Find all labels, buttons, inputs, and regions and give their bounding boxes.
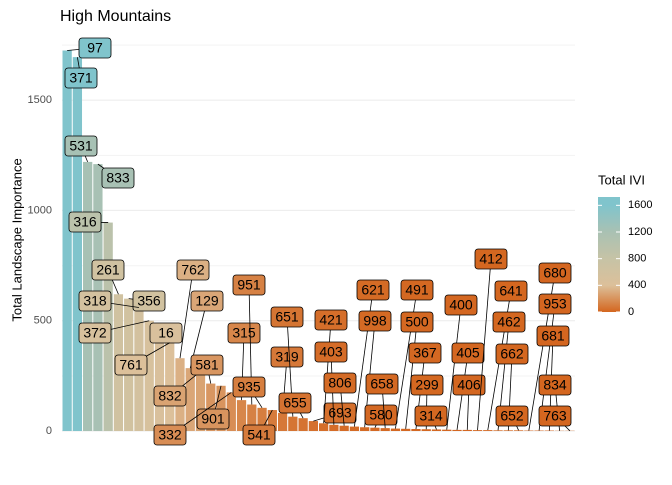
chart-title: High Mountains (60, 8, 171, 25)
bar-label: 806 (328, 375, 352, 391)
bar (391, 429, 400, 431)
bar (381, 428, 390, 431)
bar (422, 429, 431, 431)
bar (63, 51, 72, 431)
bar-label: 834 (543, 377, 567, 393)
bar (411, 429, 420, 431)
bar-label: 901 (201, 411, 225, 427)
bar-label: 261 (96, 262, 120, 278)
bar-label: 762 (181, 262, 205, 278)
leader-line (180, 270, 193, 358)
bar-label: 319 (275, 349, 299, 365)
bar-label: 462 (497, 314, 521, 330)
bar-label: 680 (543, 265, 567, 281)
bar-label: 316 (73, 214, 97, 230)
bar-label: 652 (500, 408, 524, 424)
leader-line (447, 305, 461, 430)
bar-label: 406 (457, 377, 481, 393)
bar (278, 413, 287, 431)
legend-tick-label: 0 (628, 306, 634, 318)
bar-label: 651 (275, 309, 299, 325)
bar-label: 371 (69, 70, 93, 86)
bar-label: 953 (543, 296, 567, 312)
bar-label: 581 (195, 357, 219, 373)
y-tick-label: 500 (34, 315, 52, 327)
bar-label: 658 (370, 376, 394, 392)
bar-label: 400 (449, 297, 473, 313)
bar-label: 761 (119, 357, 143, 373)
bar-label: 403 (319, 344, 343, 360)
legend-title: Total IVI (598, 172, 645, 187)
bar (401, 429, 410, 431)
bar-label: 693 (328, 405, 352, 421)
bar (463, 430, 472, 431)
bar-label: 621 (361, 282, 385, 298)
bar-label: 763 (543, 408, 567, 424)
bar-label: 318 (83, 293, 107, 309)
bar (504, 430, 513, 431)
bar-label: 832 (158, 388, 182, 404)
bar-label: 935 (237, 379, 261, 395)
bar (350, 427, 359, 431)
legend-tick-label: 1600 (628, 199, 652, 211)
bar (73, 57, 82, 431)
bar (298, 418, 307, 431)
bar-label: 541 (247, 427, 271, 443)
bar-label: 299 (415, 377, 439, 393)
bar-label: 580 (369, 407, 393, 423)
bar-label: 641 (499, 283, 523, 299)
y-tick-label: 1500 (28, 94, 52, 106)
bar (432, 429, 441, 431)
bar (452, 430, 461, 431)
bar-label: 681 (541, 328, 565, 344)
bar-label: 662 (500, 346, 524, 362)
bar (360, 427, 369, 431)
y-tick-label: 0 (46, 425, 52, 437)
bar-label: 531 (69, 138, 93, 154)
bar (309, 421, 318, 431)
bar (483, 430, 492, 431)
y-tick-label: 1000 (28, 204, 52, 216)
bar-label: 421 (319, 312, 343, 328)
colorbar (598, 197, 620, 312)
legend-tick-label: 400 (628, 279, 646, 291)
legend-tick-label: 800 (628, 253, 646, 265)
bar-label: 332 (158, 427, 182, 443)
bar (340, 426, 349, 431)
bar-label: 491 (405, 282, 429, 298)
bar-label: 97 (87, 40, 103, 56)
bar-label: 951 (237, 277, 261, 293)
bar-label: 314 (419, 408, 443, 424)
legend-tick-label: 1200 (628, 226, 652, 238)
bar (473, 430, 482, 431)
bar-label: 412 (479, 251, 503, 267)
bar-label: 405 (456, 345, 480, 361)
bar-label: 500 (405, 314, 429, 330)
bar (329, 425, 338, 431)
bar-label: 129 (195, 293, 219, 309)
bar-label: 833 (106, 170, 130, 186)
bar-label: 367 (413, 345, 437, 361)
bar (370, 428, 379, 431)
bar (442, 430, 451, 431)
bar-label: 315 (232, 325, 256, 341)
bar (514, 430, 523, 431)
bar-label: 998 (363, 313, 387, 329)
bar-label: 655 (283, 395, 307, 411)
bar-label: 372 (83, 325, 107, 341)
bar (288, 417, 297, 431)
bar (493, 430, 502, 431)
y-axis-label: Total Landscape Importance (9, 158, 24, 321)
bar-label: 16 (158, 325, 174, 341)
bar (319, 423, 328, 431)
bar-label: 356 (137, 293, 161, 309)
